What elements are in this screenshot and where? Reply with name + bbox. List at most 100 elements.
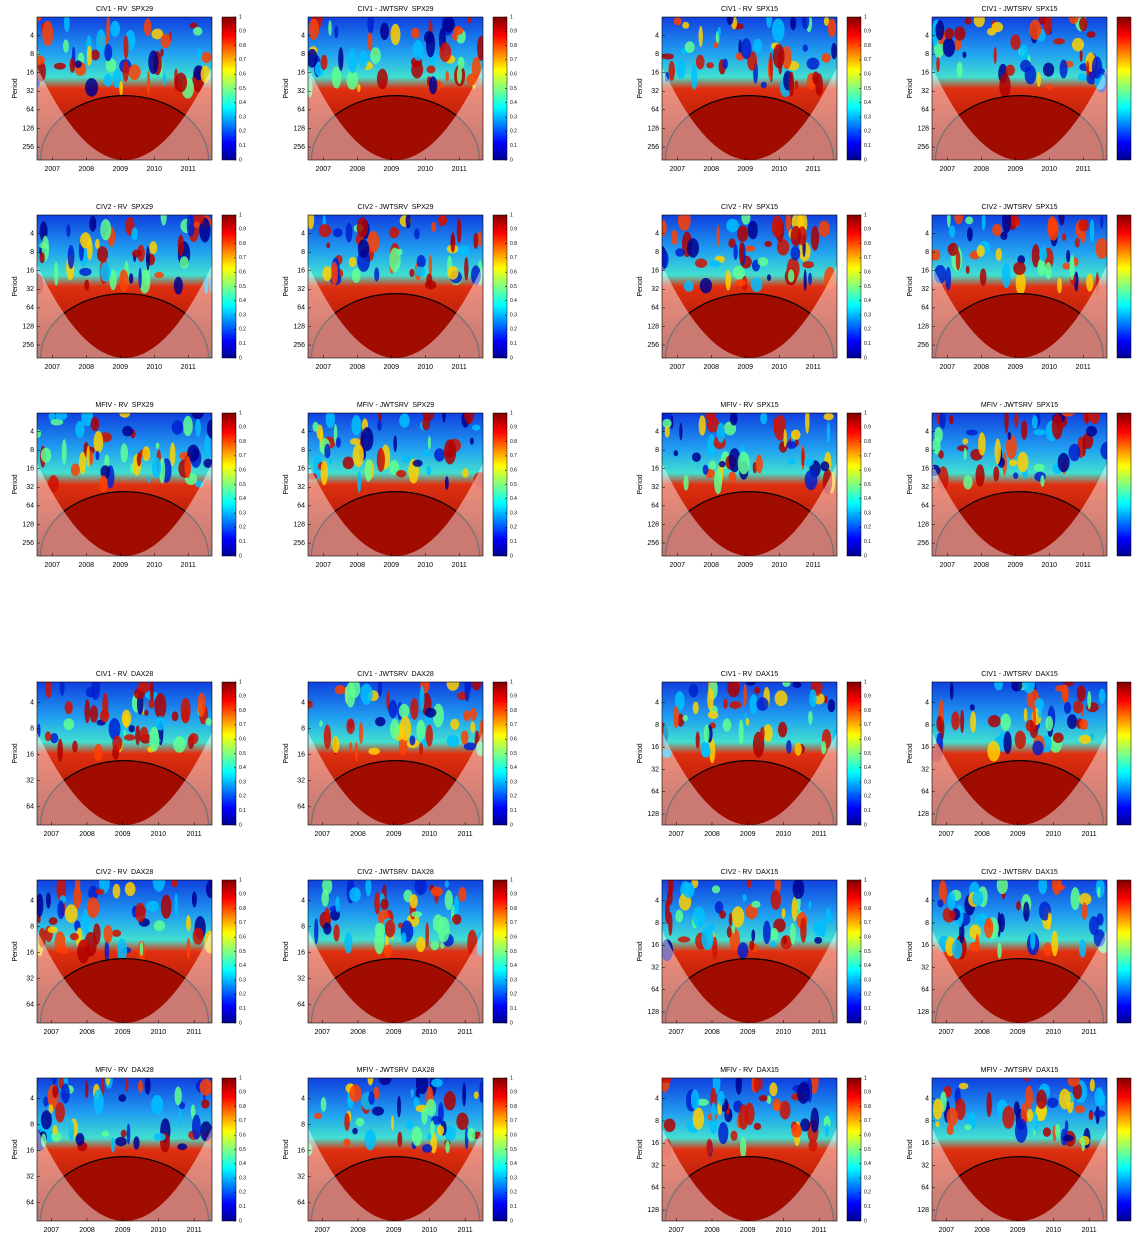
coherence-blob (660, 250, 669, 269)
coherence-blob (357, 217, 368, 237)
coherence-blob (52, 1125, 57, 1135)
coherence-blob (470, 708, 477, 721)
coherence-blob (137, 453, 141, 467)
colorbar-tick-label: 0.2 (510, 327, 517, 333)
y-tick-label: 8 (925, 249, 929, 256)
chart-title: CIV2 - RV SPX15 (721, 204, 778, 211)
coherence-blob (87, 238, 93, 260)
y-tick-label: 32 (26, 1174, 34, 1181)
coherence-blob (788, 269, 795, 282)
coherence-blob (194, 221, 200, 227)
chart-title: CIV2 - JWTSRV SPX15 (981, 204, 1057, 211)
colorbar-tick-label: 0 (510, 822, 513, 828)
coherence-blob (696, 731, 700, 748)
coherence-blob (676, 59, 686, 79)
colorbar-tick-label: 1 (864, 1075, 867, 1081)
coherence-blob (1046, 84, 1051, 90)
y-tick-label: 64 (921, 305, 929, 312)
coherence-blob (54, 262, 58, 286)
coherence-blob (380, 899, 388, 910)
coherence-blob (358, 240, 369, 258)
colorbar (222, 413, 236, 556)
coherence-blob (1033, 429, 1046, 435)
x-tick-label: 2011 (812, 1227, 827, 1234)
coherence-blob (687, 238, 699, 258)
x-tick-label: 2007 (940, 562, 956, 569)
coherence-blob (462, 1083, 466, 1107)
coherence-blob (181, 698, 191, 722)
colorbar-tick-label: 0.6 (864, 935, 871, 941)
colorbar-tick-label: 0.4 (864, 100, 871, 106)
coherence-blob (410, 894, 418, 908)
y-tick-label: 64 (651, 1185, 659, 1192)
coherence-blob (452, 914, 461, 924)
colorbar-tick-label: 0.1 (864, 1006, 871, 1012)
x-tick-label: 2007 (940, 166, 956, 173)
coherence-blob (429, 76, 437, 94)
coherence-blob (470, 721, 475, 733)
coherence-blob (748, 221, 758, 239)
x-tick-label: 2011 (812, 831, 827, 838)
coherence-blob (774, 417, 778, 433)
coherence-blob (309, 19, 320, 40)
coherence-blob (41, 1110, 52, 1129)
colorbar-tick-label: 0.7 (239, 722, 246, 728)
coherence-blob (960, 710, 964, 733)
coherence-blob (970, 704, 975, 710)
coherence-blob (349, 257, 357, 267)
y-axis-label: Period (283, 276, 290, 296)
coherence-blob (149, 241, 157, 254)
coherence-blob (458, 245, 469, 256)
colorbar-tick-label: 0.4 (864, 496, 871, 502)
coherence-blob (964, 447, 967, 460)
x-tick-label: 2011 (458, 1227, 473, 1234)
coherence-blob (969, 924, 981, 939)
colorbar-tick-label: 0.9 (864, 227, 871, 233)
y-tick-label: 8 (30, 1122, 34, 1129)
coherence-blob (151, 1095, 163, 1114)
colorbar-tick-label: 1 (510, 877, 513, 883)
colorbar-tick-label: 0 (239, 553, 242, 559)
coherence-blob (1045, 716, 1053, 732)
coherence-blob (767, 274, 771, 281)
y-tick-label: 128 (647, 125, 659, 132)
coherence-blob (416, 937, 425, 953)
coherence-blob (792, 682, 801, 688)
coherence-blob (124, 35, 129, 59)
x-tick-label: 2011 (452, 166, 467, 173)
colorbar-tick-label: 0.1 (510, 341, 517, 347)
colorbar-tick-label: 0.6 (239, 935, 246, 941)
x-tick-label: 2008 (349, 562, 365, 569)
colorbar-tick-label: 0.8 (239, 241, 246, 247)
coherence-blob (160, 34, 170, 48)
chart-title: MFIV - JWTSRV DAX28 (357, 1067, 435, 1074)
coherence-blob (810, 1107, 819, 1132)
chart-title: CIV1 - RV DAX28 (96, 671, 154, 678)
coherence-blob (445, 1140, 449, 1153)
coherence-blob (472, 425, 481, 431)
x-tick-label: 2011 (806, 166, 821, 173)
coherence-blob (399, 716, 411, 740)
coherence-blob (324, 908, 330, 923)
colorbar-tick-label: 0.3 (239, 312, 246, 318)
coherence-blob (119, 410, 130, 418)
x-tick-label: 2010 (417, 562, 433, 569)
coherence-blob (431, 222, 436, 232)
y-tick-label: 16 (297, 752, 305, 759)
y-tick-label: 4 (655, 700, 659, 707)
coherence-blob (1082, 437, 1085, 456)
heatmap (307, 5, 485, 224)
coherence-blob (34, 14, 41, 22)
coherence-blob (138, 1080, 143, 1093)
coherence-blob (379, 1073, 392, 1085)
coherence-blob (994, 678, 1003, 691)
x-tick-label: 2010 (771, 166, 787, 173)
coherence-blob (746, 718, 750, 726)
coherence-blob (737, 226, 748, 242)
coherence-blob (778, 722, 787, 738)
colorbar-tick-label: 0.3 (239, 510, 246, 516)
heatmap (932, 1074, 1107, 1234)
coherence-blob (1037, 72, 1041, 87)
coherence-blob (693, 1107, 704, 1129)
colorbar-tick-label: 0 (510, 553, 513, 559)
